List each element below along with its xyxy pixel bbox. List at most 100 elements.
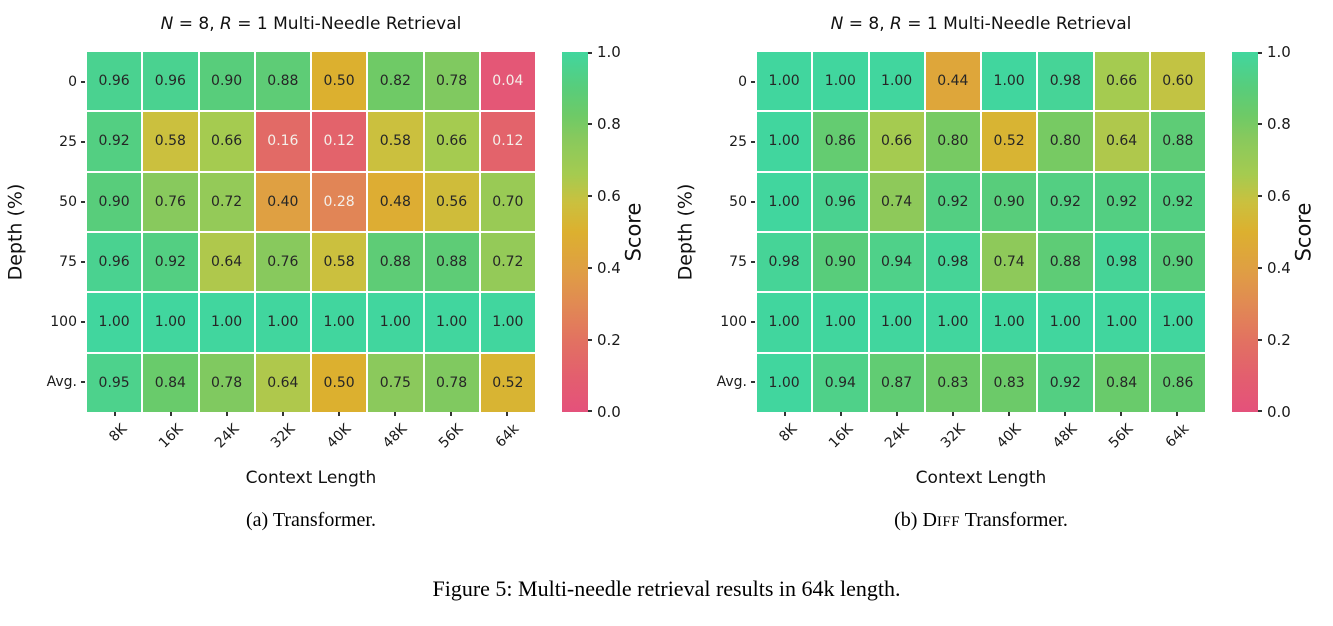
heatmap-cell: 0.66	[424, 112, 479, 171]
heatmap-cell: 0.83	[925, 353, 980, 412]
heatmap-cell: 0.44	[925, 52, 980, 111]
heatmap-cell: 0.66	[199, 112, 254, 171]
x-tick-mark	[1176, 412, 1178, 416]
heatmap-cell: 0.88	[424, 232, 479, 292]
heatmap-cell: 0.98	[925, 232, 980, 292]
y-axis-label-wrap: Depth (%)	[672, 52, 698, 412]
title-var-r: R	[890, 14, 902, 34]
x-tick-mark	[1064, 412, 1066, 416]
y-tick-mark	[81, 321, 85, 323]
colorbar-tick-mark	[1258, 52, 1262, 54]
heatmap-cell: 0.78	[424, 353, 479, 412]
y-tick-mark	[751, 141, 755, 143]
colorbar-label: Score	[621, 202, 646, 262]
heatmap-cell: 0.78	[424, 52, 479, 111]
title-mid2: = 1	[231, 14, 274, 34]
heatmap-cell: 0.88	[255, 52, 310, 111]
caption-rest: Transformer.	[960, 509, 1068, 531]
heatmap-cell: 0.80	[925, 112, 980, 171]
y-tick-label: 25	[59, 134, 77, 150]
colorbar-tick-label: 0.6	[597, 187, 621, 205]
colorbar-tick-label: 1.0	[597, 43, 621, 61]
heatmap-cell: 0.76	[255, 232, 310, 292]
x-axis-label: Context Length	[245, 468, 377, 488]
x-tick-mark	[394, 412, 396, 416]
y-tick: 100	[696, 292, 755, 352]
y-axis-label-wrap: Depth (%)	[2, 52, 28, 412]
heatmap-cell: 0.92	[143, 232, 198, 292]
heatmap-cell: 0.82	[368, 52, 423, 111]
x-ticks: 8K 16K 24K 32K 40K 48K 56K 64k	[757, 412, 1205, 470]
heatmap-cell: 0.98	[1094, 232, 1149, 292]
heatmap-cell: 0.50	[312, 52, 367, 111]
colorbar-tick-label: 0.4	[597, 259, 621, 277]
heatmap-cell: 0.83	[982, 353, 1037, 412]
caption-smallcaps-initial: D	[922, 509, 937, 531]
y-axis-label: Depth (%)	[674, 183, 697, 281]
heatmap-cell: 0.52	[480, 353, 535, 412]
x-tick-mark	[784, 412, 786, 416]
x-tick-mark	[1008, 412, 1010, 416]
colorbar-tick-label: 0.6	[1267, 187, 1291, 205]
heatmap-cell: 0.88	[1038, 232, 1093, 292]
heatmap-cell: 0.04	[480, 52, 535, 111]
y-tick-mark	[81, 261, 85, 263]
heatmap-cell: 0.94	[869, 232, 924, 292]
heatmap-cell: 1.00	[1094, 293, 1149, 352]
heatmap-cell: 0.50	[312, 353, 367, 412]
heatmap-cell: 1.00	[87, 293, 142, 352]
y-tick-label: 75	[59, 254, 77, 270]
heatmap-cell: 0.72	[480, 232, 535, 292]
heatmap-cell: 0.58	[143, 112, 198, 171]
y-tick: 0	[696, 52, 755, 112]
caption-smallcaps-rest: IFF	[936, 514, 961, 530]
y-tick-label: 100	[720, 314, 747, 330]
x-tick-mark	[450, 412, 452, 416]
heatmap-cell: 0.58	[368, 112, 423, 171]
heatmap-cell: 0.66	[1094, 52, 1149, 111]
caption-rest: Transformer.	[272, 509, 376, 531]
heatmap-cell: 0.86	[813, 112, 868, 171]
colorbar-tick-mark	[588, 410, 592, 412]
heatmap-cell: 0.87	[869, 353, 924, 412]
y-tick-label: 75	[729, 254, 747, 270]
y-tick-label: 50	[59, 194, 77, 210]
heatmap-cell: 1.00	[312, 293, 367, 352]
y-tick-label: 25	[729, 134, 747, 150]
colorbar-tick-label: 0.8	[1267, 115, 1291, 133]
heatmap-cell: 0.86	[1150, 353, 1205, 412]
heatmap-cell: 1.00	[813, 52, 868, 111]
heatmap-cell: 0.64	[255, 353, 310, 412]
title-var-n: N	[830, 14, 844, 34]
heatmap-cell: 0.92	[1094, 172, 1149, 231]
y-ticks: 0 25 50 75 100 Avg.	[26, 52, 85, 412]
heatmap-cell: 0.40	[255, 172, 310, 231]
heatmap-cell: 0.48	[368, 172, 423, 231]
colorbar-tick-label: 1.0	[1267, 43, 1291, 61]
heatmap-cell: 0.98	[757, 232, 812, 292]
title-var-r: R	[220, 14, 232, 34]
heatmap-cell: 0.64	[199, 232, 254, 292]
heatmap-cell: 0.90	[813, 232, 868, 292]
heatmap-cell: 0.92	[87, 112, 142, 171]
x-tick-mark	[506, 412, 508, 416]
x-ticks: 8K 16K 24K 32K 40K 48K 56K 64k	[87, 412, 535, 470]
colorbar-tick-label: 0.8	[597, 115, 621, 133]
heatmap-cell: 0.92	[925, 172, 980, 231]
colorbar-label: Score	[1291, 202, 1316, 262]
colorbar-tick-mark	[1258, 123, 1262, 125]
colorbar-tick-mark	[588, 123, 592, 125]
heatmap-cell: 0.52	[982, 112, 1037, 171]
heatmap-cell: 1.00	[143, 293, 198, 352]
heatmap-cell: 1.00	[368, 293, 423, 352]
heatmap-cell: 0.96	[87, 52, 142, 111]
heatmap-cell: 0.95	[87, 353, 142, 412]
y-tick: 100	[26, 292, 85, 352]
colorbar-tick-label: 0.4	[1267, 259, 1291, 277]
x-tick-mark	[170, 412, 172, 416]
heatmap-cell: 1.00	[813, 293, 868, 352]
heatmap-cell: 0.80	[1038, 112, 1093, 171]
colorbar-tick-label: 0.0	[597, 403, 621, 421]
heatmap-cell: 0.56	[424, 172, 479, 231]
x-tick-mark	[840, 412, 842, 416]
